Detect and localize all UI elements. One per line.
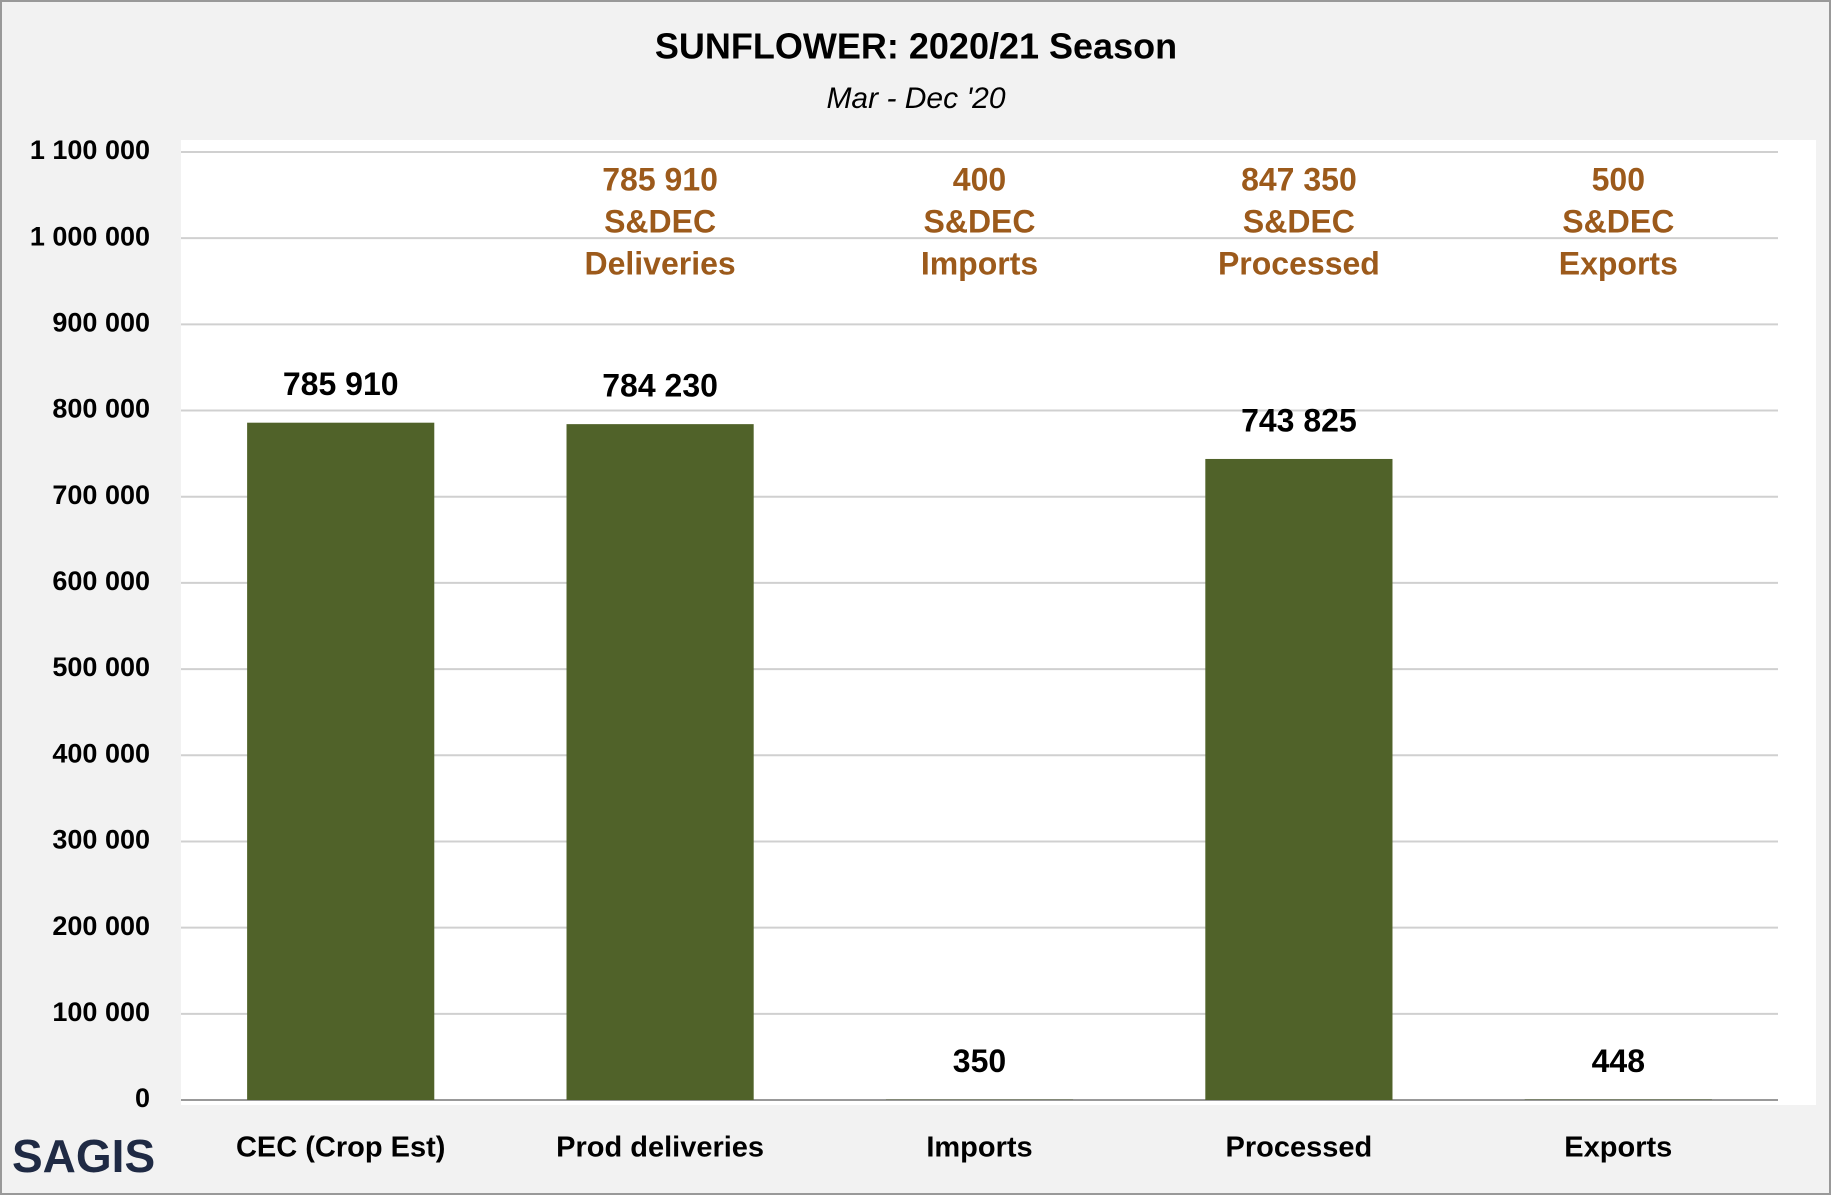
annotation: S&DEC (1562, 203, 1674, 239)
y-tick-label: 1 000 000 (30, 221, 150, 251)
annotation: 847 350 (1241, 161, 1357, 197)
y-tick-label: 100 000 (52, 997, 150, 1027)
value-label: 785 910 (283, 366, 399, 402)
value-label: 350 (953, 1043, 1006, 1079)
y-tick-label: 600 000 (52, 566, 150, 596)
logo: SAGIS (12, 1130, 155, 1182)
value-label: 448 (1592, 1043, 1645, 1079)
x-tick-label: CEC (Crop Est) (236, 1132, 445, 1164)
y-tick-label: 200 000 (52, 911, 150, 941)
annotation: 500 (1592, 161, 1645, 197)
annotation: Deliveries (584, 245, 735, 281)
chart-subtitle: Mar - Dec '20 (826, 82, 1005, 115)
annotation: Processed (1218, 245, 1380, 281)
annotation: S&DEC (1243, 203, 1355, 239)
y-tick-label: 0 (135, 1083, 150, 1113)
bar (1205, 458, 1393, 1100)
annotation: Imports (921, 245, 1038, 281)
y-tick-label: 900 000 (52, 307, 150, 337)
annotation: 785 910 (602, 161, 718, 197)
chart-title: SUNFLOWER: 2020/21 Season (655, 26, 1177, 67)
annotation: 400 (953, 161, 1006, 197)
y-tick-label: 400 000 (52, 738, 150, 768)
value-label: 743 825 (1241, 402, 1357, 438)
annotation: Exports (1559, 245, 1678, 281)
x-tick-label: Processed (1226, 1132, 1373, 1164)
y-tick-label: 800 000 (52, 394, 150, 424)
plot-area (181, 140, 1816, 1105)
annotation: S&DEC (604, 203, 716, 239)
annotation: S&DEC (923, 203, 1035, 239)
y-tick-label: 700 000 (52, 480, 150, 510)
x-tick-label: Prod deliveries (556, 1132, 764, 1164)
bar (247, 422, 435, 1100)
y-tick-label: 500 000 (52, 652, 150, 682)
y-tick-label: 1 100 000 (30, 135, 150, 165)
x-tick-label: Imports (926, 1132, 1032, 1164)
y-tick-label: 300 000 (52, 825, 150, 855)
bar (566, 424, 754, 1100)
value-label: 784 230 (602, 368, 718, 404)
x-tick-label: Exports (1564, 1132, 1672, 1164)
